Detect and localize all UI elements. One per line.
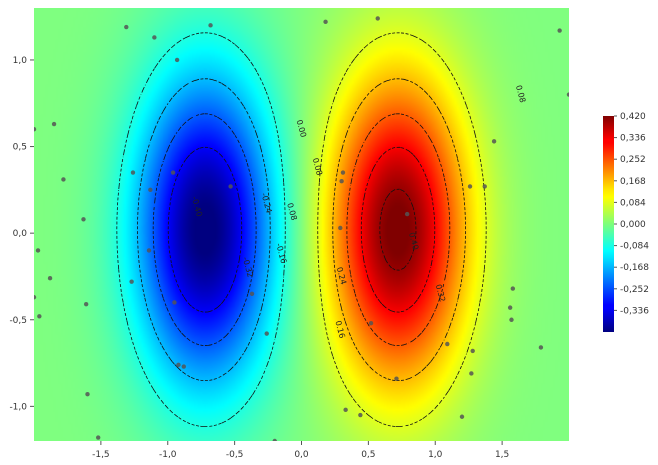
sample-point bbox=[208, 23, 213, 28]
sample-point bbox=[469, 371, 474, 376]
colorbar-tick-label: -0,084 bbox=[620, 242, 649, 252]
colorbar-tick-label: -0,252 bbox=[620, 285, 649, 295]
sample-point bbox=[467, 184, 473, 189]
colorbar-tick-label: 0,168 bbox=[620, 177, 646, 187]
sample-point bbox=[172, 300, 177, 305]
y-axis: 1,0 0,5 0,0 -0,5 -1,0 bbox=[9, 56, 34, 412]
sample-point bbox=[507, 305, 513, 310]
x-tick-label: 0,5 bbox=[361, 450, 375, 460]
sample-point bbox=[129, 279, 134, 284]
colorbar-tick-label: 0,084 bbox=[620, 198, 646, 208]
sample-point bbox=[272, 438, 277, 441]
colorbar-tick-label: -0,336 bbox=[620, 306, 649, 316]
sample-point bbox=[174, 57, 180, 63]
contour-label: 0.24 bbox=[335, 266, 348, 286]
contour-label: 0.32 bbox=[434, 283, 447, 303]
sample-point bbox=[445, 341, 450, 347]
contour-label: 0.00 bbox=[295, 119, 308, 139]
sample-point bbox=[170, 170, 176, 175]
colorbar-gradient bbox=[603, 116, 614, 332]
sample-point bbox=[510, 286, 516, 291]
sample-point bbox=[404, 211, 410, 217]
x-tick-label: -0,5 bbox=[226, 450, 244, 460]
sample-point bbox=[35, 248, 41, 253]
x-tick-label: -1,0 bbox=[159, 450, 177, 460]
sample-point bbox=[83, 301, 89, 307]
sample-point bbox=[323, 19, 328, 25]
contour-line bbox=[116, 32, 286, 427]
sample-point bbox=[343, 407, 348, 413]
sample-point bbox=[459, 414, 465, 419]
heatmap-image bbox=[34, 8, 569, 441]
sample-point bbox=[538, 345, 544, 350]
sample-point bbox=[394, 376, 399, 381]
sample-point bbox=[249, 291, 255, 296]
x-axis: -1,5 -1,0 -0,5 0,0 0,5 1,0 1,5 bbox=[92, 441, 509, 460]
sample-point bbox=[228, 184, 233, 189]
contour-label: 0.40 bbox=[407, 231, 420, 251]
colorbar-tick-label: -0,168 bbox=[620, 263, 649, 273]
sample-point bbox=[340, 170, 346, 175]
y-tick-label: 1,0 bbox=[13, 56, 28, 66]
sample-point bbox=[51, 121, 57, 127]
sample-point bbox=[124, 24, 129, 30]
sample-point bbox=[34, 127, 37, 132]
contour-line bbox=[360, 146, 436, 313]
contour-line bbox=[317, 32, 487, 427]
sample-point bbox=[264, 331, 269, 336]
sample-point bbox=[491, 139, 497, 144]
contour-line bbox=[137, 78, 271, 381]
y-tick-label: 0,5 bbox=[13, 143, 27, 153]
sample-point bbox=[47, 275, 53, 281]
contour-label: 0.08 bbox=[311, 157, 324, 177]
contour-line bbox=[346, 113, 451, 346]
sample-point bbox=[358, 412, 363, 418]
sample-point bbox=[37, 314, 42, 319]
y-tick-label: -1,0 bbox=[9, 402, 27, 412]
contour-label: 0.08 bbox=[285, 202, 298, 222]
sample-point bbox=[152, 35, 157, 40]
sample-point bbox=[509, 317, 514, 322]
colorbar-tick-label: 0,420 bbox=[620, 112, 646, 122]
contour-label: 0.08 bbox=[514, 84, 527, 104]
sample-point bbox=[85, 392, 90, 397]
sample-point bbox=[61, 177, 66, 182]
sample-point bbox=[557, 28, 562, 33]
colorbar-tick-label: 0,252 bbox=[620, 155, 646, 165]
sample-point bbox=[34, 295, 37, 300]
x-tick-label: -1,5 bbox=[92, 450, 110, 460]
sample-point bbox=[470, 348, 475, 354]
sample-point bbox=[338, 225, 343, 231]
y-tick-label: 0,0 bbox=[13, 229, 28, 239]
sample-point bbox=[375, 16, 380, 21]
sample-points bbox=[34, 16, 569, 441]
sample-point bbox=[181, 364, 186, 369]
sample-point bbox=[482, 184, 487, 189]
sample-point bbox=[566, 92, 569, 97]
sample-point bbox=[146, 248, 152, 253]
colorbar-ticks: 0,420 0,336 0,252 0,168 0,084 0,000 -0,084 -0,1… bbox=[614, 112, 649, 316]
x-tick-label: 0,0 bbox=[294, 450, 309, 460]
plot-area: -0.40 -0.24-0.16-0.320.080.000.080.240.16… bbox=[34, 8, 569, 441]
y-tick-label: -0,5 bbox=[9, 316, 27, 326]
sample-point bbox=[368, 321, 374, 326]
contour-lines bbox=[116, 32, 487, 427]
colorbar: 0,420 0,336 0,252 0,168 0,084 0,000 -0,084 -0,1… bbox=[603, 112, 649, 332]
sample-point bbox=[148, 187, 153, 193]
sample-point bbox=[130, 170, 136, 175]
contour-line bbox=[379, 188, 417, 271]
sample-point bbox=[176, 362, 181, 367]
sample-point bbox=[81, 217, 86, 222]
contour-line bbox=[152, 113, 257, 346]
colorbar-tick-label: 0,336 bbox=[620, 134, 646, 144]
x-tick-label: 1,5 bbox=[495, 450, 509, 460]
x-tick-label: 1,0 bbox=[428, 450, 443, 460]
sample-point bbox=[96, 435, 101, 440]
colorbar-tick-label: 0,000 bbox=[620, 220, 646, 230]
contour-line bbox=[167, 146, 243, 313]
contour-label: 0.16 bbox=[333, 320, 346, 340]
contour-line bbox=[332, 78, 466, 381]
sample-point bbox=[339, 179, 344, 184]
